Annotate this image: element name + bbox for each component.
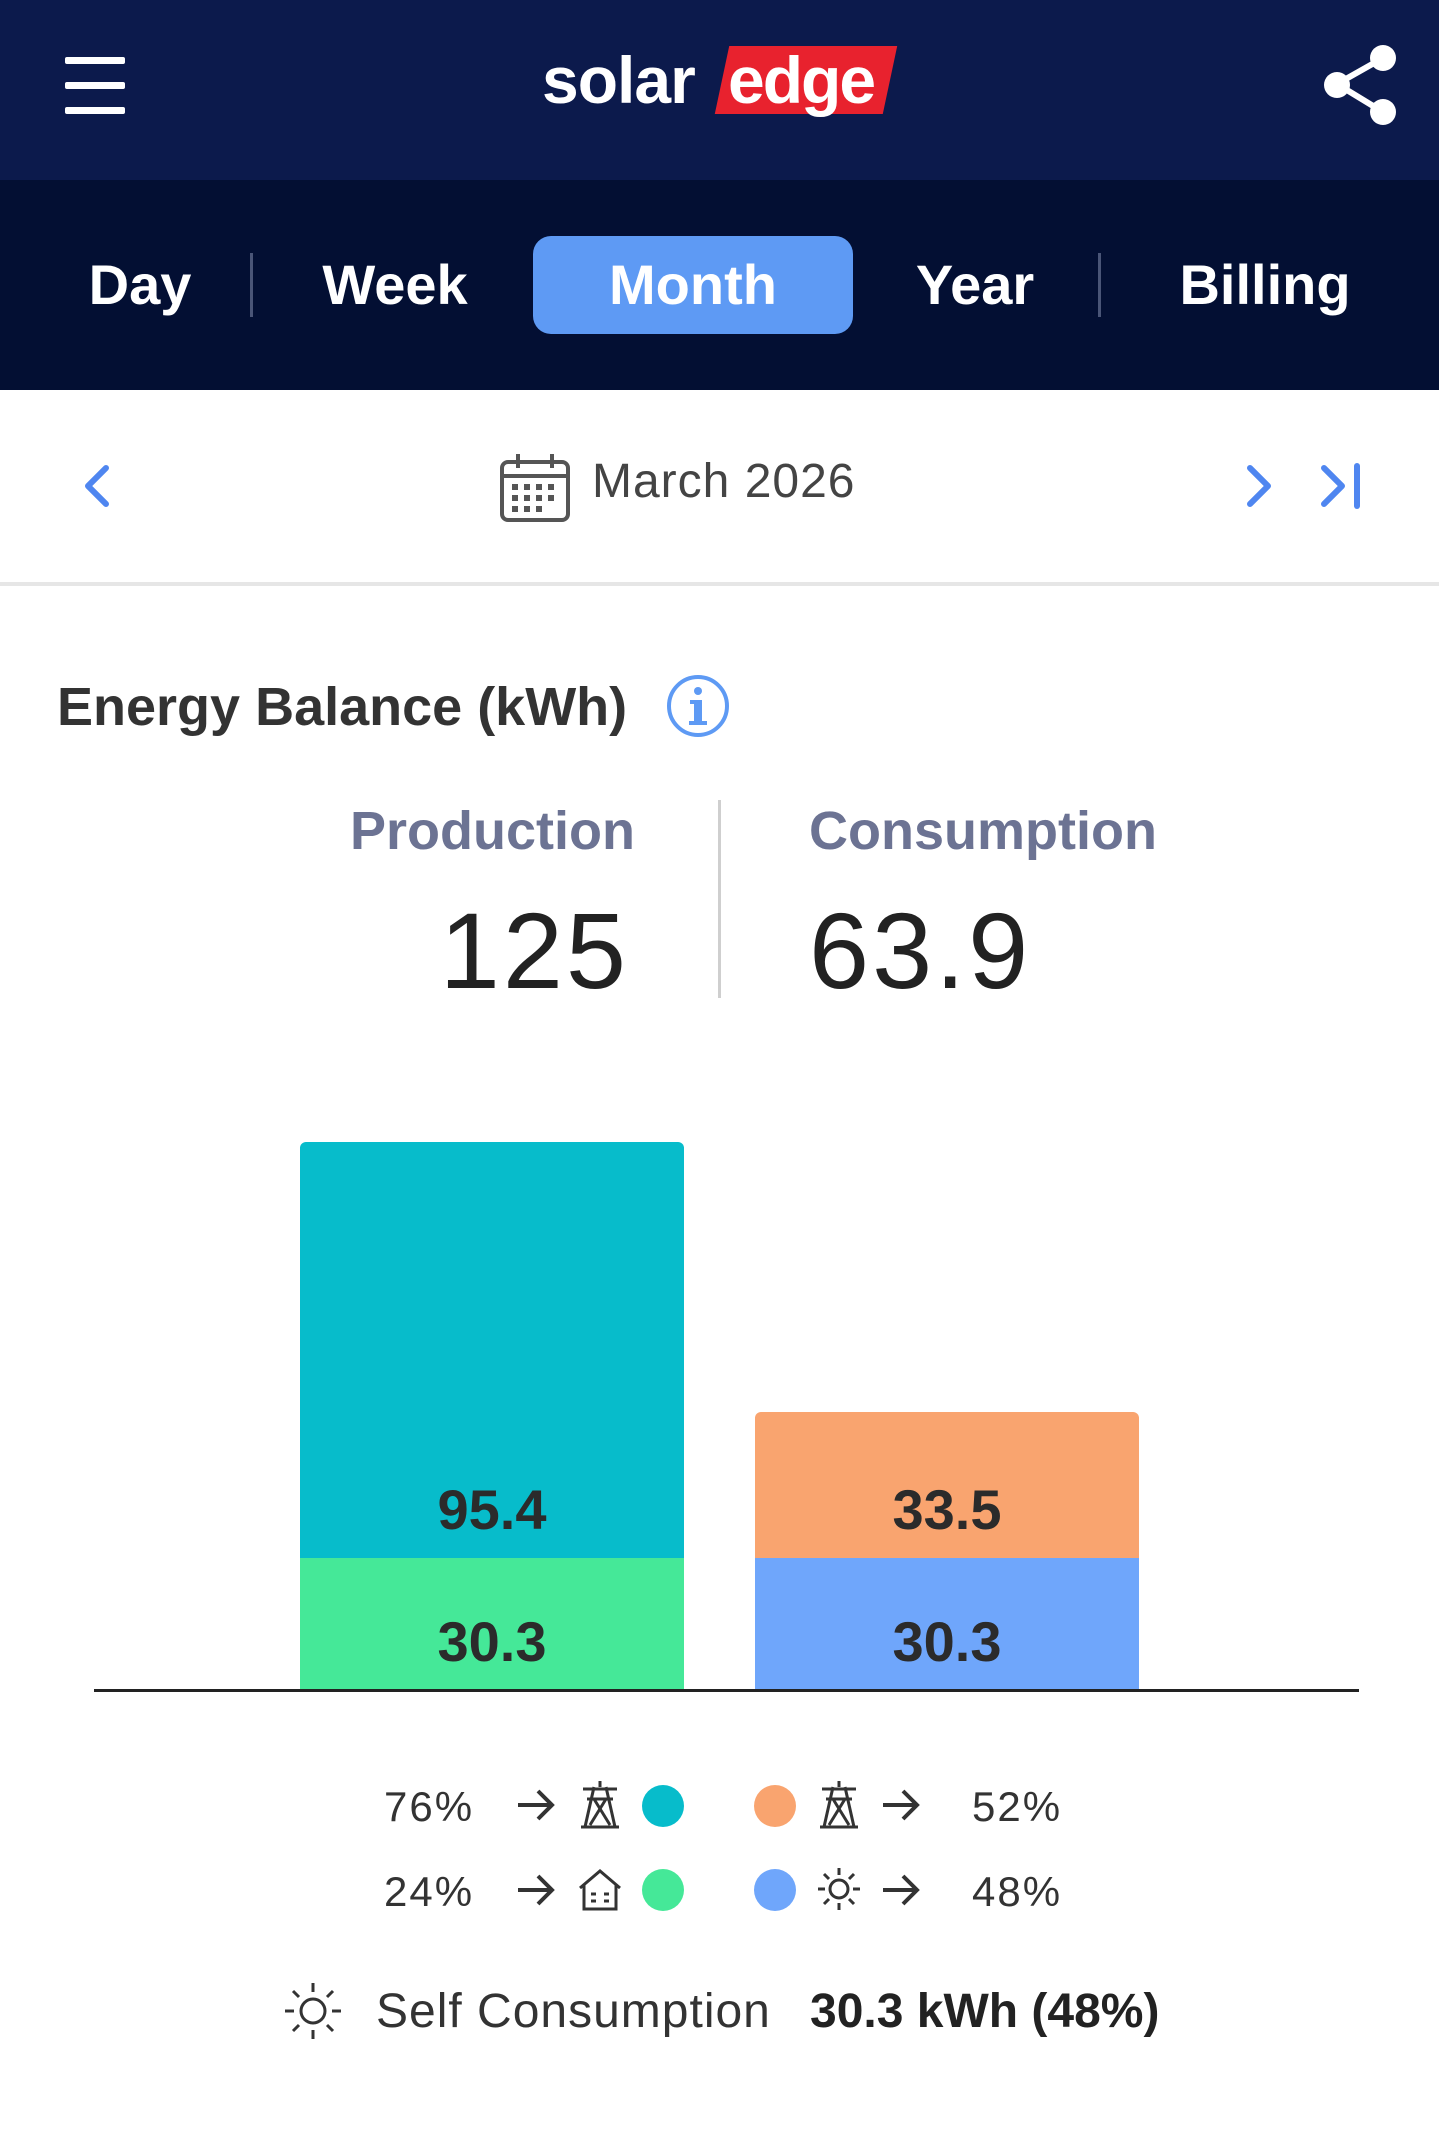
bar-value-label: 33.5 xyxy=(892,1477,1002,1541)
self-consumption-label: Self Consumption xyxy=(376,1985,771,2038)
chart-baseline xyxy=(94,1689,1359,1692)
chevron-left-icon[interactable] xyxy=(68,456,128,516)
arrow-right-icon xyxy=(883,1789,920,1821)
energy-balance-chart: 30.3 95.4 30.3 33.5 xyxy=(0,1060,1439,1700)
calendar-icon[interactable] xyxy=(498,452,572,524)
production-value: 125 xyxy=(439,890,629,1011)
skip-to-latest-icon[interactable] xyxy=(1310,456,1370,516)
production-label: Production xyxy=(350,801,635,861)
tab-billing[interactable]: Billing xyxy=(1179,253,1351,316)
chevron-right-icon[interactable] xyxy=(1228,456,1288,516)
app-header: solar edge xyxy=(0,0,1439,180)
logo-text-solar: solar xyxy=(542,43,696,117)
solaredge-logo: solar edge xyxy=(542,38,902,118)
house-icon xyxy=(579,1869,621,1911)
sun-icon xyxy=(285,1983,341,2039)
info-icon[interactable] xyxy=(665,673,731,739)
legend-export-percent: 76% xyxy=(384,1783,475,1830)
section-title: Energy Balance (kWh) xyxy=(57,677,628,737)
legend-import-percent: 52% xyxy=(972,1783,1063,1830)
arrow-right-icon xyxy=(518,1874,555,1906)
tab-divider xyxy=(250,253,253,317)
legend-solar-consumption-percent: 48% xyxy=(972,1868,1063,1915)
tab-year[interactable]: Year xyxy=(915,253,1035,316)
arrow-right-icon xyxy=(518,1789,555,1821)
bar-segment-consumption-0[interactable]: 30.3 xyxy=(755,1557,1139,1690)
solar-consumption-color-dot xyxy=(754,1869,796,1911)
tab-week[interactable]: Week xyxy=(322,253,468,316)
legend-self-use-percent: 24% xyxy=(384,1868,475,1915)
date-navigation: March 2026 xyxy=(0,390,1439,586)
export-color-dot xyxy=(642,1785,684,1827)
self-use-color-dot xyxy=(642,1869,684,1911)
tab-day[interactable]: Day xyxy=(88,253,192,316)
bar-value-label: 30.3 xyxy=(437,1609,547,1673)
power-tower-icon xyxy=(820,1781,858,1829)
consumption-value: 63.9 xyxy=(809,890,1032,1011)
share-icon[interactable] xyxy=(1315,40,1405,130)
tab-divider xyxy=(1098,253,1101,317)
date-label[interactable]: March 2026 xyxy=(592,455,856,508)
logo-text-edge: edge xyxy=(728,43,876,117)
bar-value-label: 95.4 xyxy=(437,1477,547,1541)
power-tower-icon xyxy=(581,1781,619,1829)
bar-segment-consumption-1[interactable]: 33.5 xyxy=(755,1411,1139,1558)
consumption-label: Consumption xyxy=(809,801,1157,861)
hamburger-menu-icon[interactable] xyxy=(58,56,132,114)
import-color-dot xyxy=(754,1785,796,1827)
bar-value-label: 30.3 xyxy=(892,1609,1002,1673)
bar-segment-production-0[interactable]: 30.3 xyxy=(300,1557,684,1690)
summary-divider xyxy=(718,800,721,998)
period-tabs: Day Week Month Year Billing xyxy=(0,180,1439,390)
self-consumption-value: 30.3 kWh (48%) xyxy=(810,1985,1160,2038)
arrow-right-icon xyxy=(883,1874,920,1906)
tab-month[interactable]: Month xyxy=(533,236,853,334)
bar-segment-production-1[interactable]: 95.4 xyxy=(300,1141,684,1558)
sun-icon xyxy=(818,1868,860,1910)
